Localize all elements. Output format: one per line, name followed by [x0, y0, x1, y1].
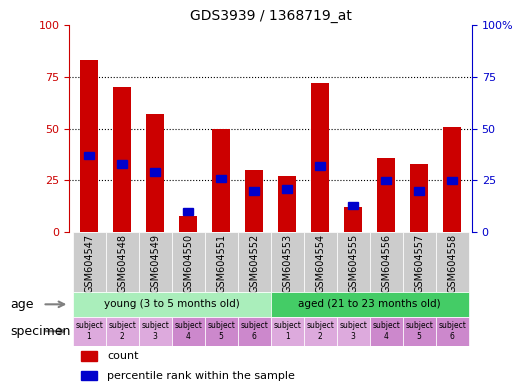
Bar — [271, 292, 469, 317]
Text: GSM604554: GSM604554 — [315, 234, 325, 293]
Bar — [106, 317, 139, 346]
Bar — [403, 232, 436, 292]
Bar — [72, 232, 106, 292]
Bar — [344, 207, 362, 232]
Text: young (3 to 5 months old): young (3 to 5 months old) — [104, 299, 240, 310]
Bar — [72, 317, 106, 346]
Text: age: age — [10, 298, 34, 311]
Text: GSM604548: GSM604548 — [117, 234, 127, 293]
Text: subject
1: subject 1 — [273, 321, 301, 341]
Bar — [139, 232, 171, 292]
Bar — [146, 114, 164, 232]
Bar — [381, 177, 391, 184]
Text: aged (21 to 23 months old): aged (21 to 23 months old) — [299, 299, 441, 310]
Bar — [436, 232, 469, 292]
Text: percentile rank within the sample: percentile rank within the sample — [108, 371, 295, 381]
Bar — [238, 232, 271, 292]
Bar — [370, 232, 403, 292]
Text: GSM604556: GSM604556 — [381, 234, 391, 293]
Bar — [106, 232, 139, 292]
Text: subject
6: subject 6 — [240, 321, 268, 341]
Bar — [271, 317, 304, 346]
Bar — [81, 351, 97, 361]
Bar — [377, 158, 395, 232]
Bar — [150, 169, 160, 176]
Bar — [370, 317, 403, 346]
Bar — [311, 83, 329, 232]
Text: GSM604553: GSM604553 — [282, 234, 292, 293]
Text: subject
6: subject 6 — [438, 321, 466, 341]
Bar — [403, 317, 436, 346]
Text: subject
2: subject 2 — [108, 321, 136, 341]
Bar — [179, 216, 197, 232]
Text: subject
5: subject 5 — [207, 321, 235, 341]
Bar — [113, 87, 131, 232]
Bar — [80, 60, 98, 232]
Bar — [348, 202, 358, 209]
Bar — [436, 317, 469, 346]
Bar — [304, 317, 337, 346]
Title: GDS3939 / 1368719_at: GDS3939 / 1368719_at — [190, 8, 351, 23]
Bar — [271, 232, 304, 292]
Bar — [171, 232, 205, 292]
Bar — [443, 127, 461, 232]
Text: GSM604549: GSM604549 — [150, 234, 160, 293]
Bar — [139, 317, 171, 346]
Bar — [249, 187, 259, 195]
Text: GSM604547: GSM604547 — [84, 234, 94, 293]
Text: GSM604557: GSM604557 — [414, 234, 424, 293]
Bar — [81, 371, 97, 380]
Text: subject
3: subject 3 — [141, 321, 169, 341]
Bar — [304, 232, 337, 292]
Text: subject
1: subject 1 — [75, 321, 103, 341]
Bar — [315, 162, 325, 170]
Bar — [72, 292, 271, 317]
Bar — [414, 187, 424, 195]
Bar — [337, 317, 370, 346]
Bar — [216, 175, 226, 182]
Bar — [337, 232, 370, 292]
Text: GSM604552: GSM604552 — [249, 234, 259, 293]
Text: subject
4: subject 4 — [372, 321, 400, 341]
Bar — [278, 176, 296, 232]
Bar — [171, 317, 205, 346]
Text: specimen: specimen — [10, 325, 71, 338]
Bar — [205, 232, 238, 292]
Text: subject
5: subject 5 — [405, 321, 433, 341]
Bar — [447, 177, 457, 184]
Text: subject
2: subject 2 — [306, 321, 334, 341]
Text: subject
3: subject 3 — [339, 321, 367, 341]
Text: GSM604555: GSM604555 — [348, 234, 358, 293]
Text: GSM604558: GSM604558 — [447, 234, 457, 293]
Bar — [245, 170, 263, 232]
Text: subject
4: subject 4 — [174, 321, 202, 341]
Bar — [238, 317, 271, 346]
Bar — [410, 164, 428, 232]
Text: GSM604550: GSM604550 — [183, 234, 193, 293]
Bar — [212, 129, 230, 232]
Bar — [117, 160, 127, 168]
Bar — [183, 208, 193, 215]
Bar — [282, 185, 292, 192]
Text: count: count — [108, 351, 139, 361]
Bar — [84, 152, 94, 159]
Text: GSM604551: GSM604551 — [216, 234, 226, 293]
Bar — [205, 317, 238, 346]
